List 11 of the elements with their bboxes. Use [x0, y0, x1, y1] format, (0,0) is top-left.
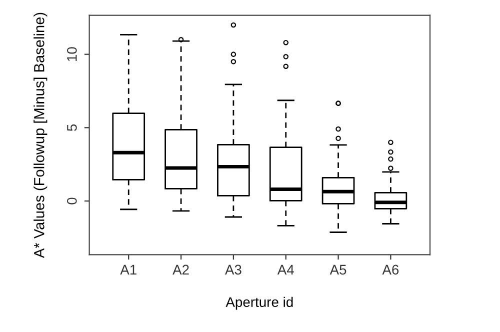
y-tick-label: 0 [66, 198, 77, 204]
x-tick-label: A4 [277, 264, 294, 274]
x-tick-label: A3 [224, 264, 242, 275]
x-tick-label: A2 [172, 264, 189, 274]
y-tick-label: 5 [67, 124, 77, 131]
x-axis-title: Aperture id [226, 296, 293, 310]
x-tick-label: A6 [382, 264, 399, 275]
y-tick-label: 10 [66, 47, 77, 61]
y-axis-title: A* Values (Followup [Minus] Baseline) [34, 12, 48, 258]
x-tick-label: A1 [120, 264, 136, 274]
x-tick-label: A5 [330, 264, 346, 275]
